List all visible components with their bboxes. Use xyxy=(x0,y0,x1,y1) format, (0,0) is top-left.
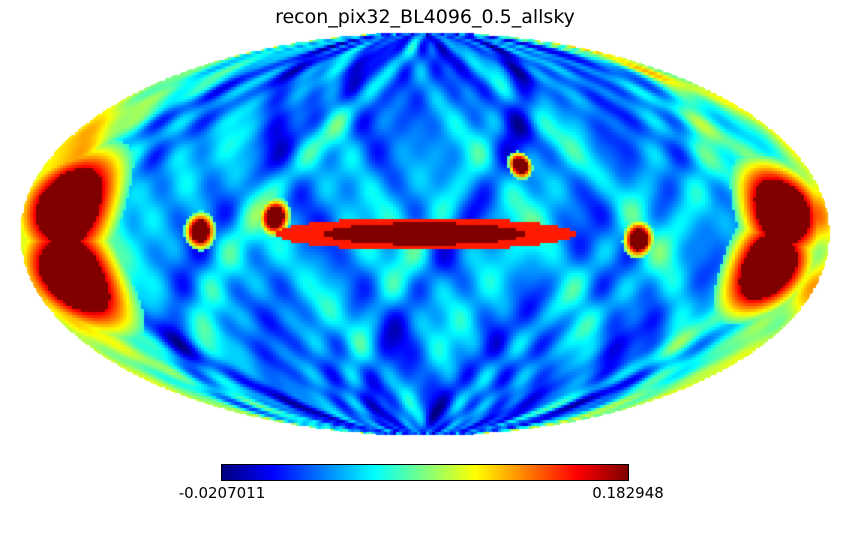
colorbar-max-label: 0.182948 xyxy=(592,484,664,502)
map-title: recon_pix32_BL4096_0.5_allsky xyxy=(275,6,575,28)
colorbar xyxy=(221,464,629,481)
colorbar-min-label: -0.0207011 xyxy=(178,484,266,502)
